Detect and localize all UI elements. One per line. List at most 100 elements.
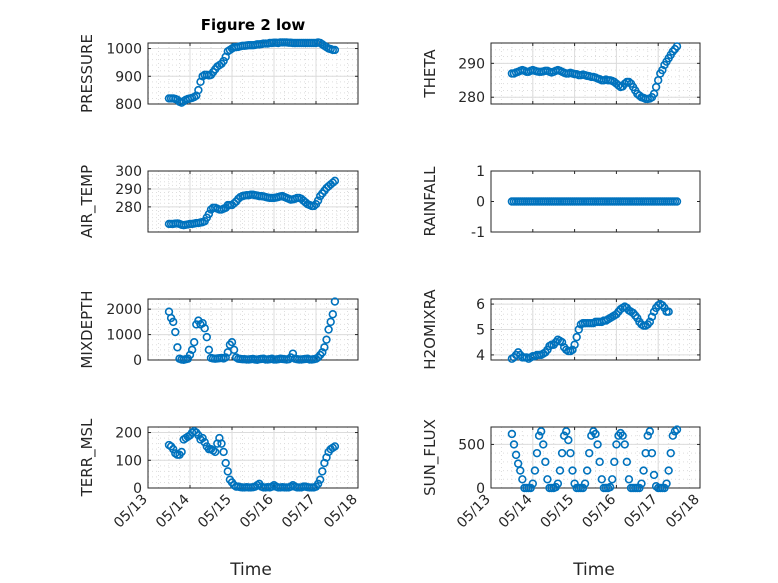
data-point — [539, 440, 548, 449]
y-axis-label: MIXDEPTH — [78, 290, 96, 368]
data-point — [200, 438, 209, 447]
data-point — [171, 327, 180, 337]
x-tick-label: 05/15 — [195, 492, 235, 532]
y-tick-label: 280 — [458, 90, 485, 106]
y-axis-label: PRESSURE — [78, 34, 96, 113]
data-point — [223, 467, 233, 476]
x-tick-label: 05/18 — [321, 492, 361, 532]
y-axis-label: SUN_FLUX — [421, 419, 440, 496]
x-tick-label: 05/13 — [454, 492, 494, 532]
y-axis-label: AIR_TEMP — [78, 165, 97, 238]
data-point — [591, 429, 600, 439]
subplot-mixdepth: 0 1000 2000 MIXDEPTH — [78, 290, 359, 369]
data-point — [668, 47, 678, 56]
data-point — [528, 479, 537, 488]
data-point — [593, 440, 602, 449]
data-point — [559, 431, 569, 440]
subplot-pressure: 800 900 1000 PRESSURE — [78, 34, 359, 113]
x-tick-label: 05/16 — [237, 491, 277, 531]
data-point — [219, 56, 228, 66]
data-point — [330, 297, 340, 306]
data-point — [177, 447, 186, 457]
data-point — [507, 429, 517, 439]
data-point — [202, 332, 212, 342]
subplot-air-temp: 280 290 300 AIR_TEMP — [78, 164, 359, 238]
y-tick-label: 1 — [476, 164, 485, 180]
data-point — [328, 178, 337, 187]
y-tick-label: 900 — [115, 69, 142, 85]
data-point — [169, 317, 178, 327]
data-point — [516, 466, 525, 475]
data-point — [578, 483, 588, 493]
x-axis-label-left: Time — [229, 560, 272, 580]
data-point — [672, 425, 682, 434]
data-point — [624, 77, 634, 87]
data-point — [666, 448, 675, 458]
data-point — [530, 466, 540, 475]
data-point — [187, 345, 197, 355]
data-point — [570, 479, 579, 488]
data-point — [664, 307, 673, 316]
data-point — [587, 431, 596, 440]
y-tick-label: 4 — [476, 348, 485, 364]
data-point — [645, 317, 655, 327]
data-point — [566, 448, 575, 458]
data-point — [622, 457, 632, 467]
data-point — [645, 427, 655, 436]
data-point — [608, 475, 617, 484]
data-point — [637, 479, 646, 488]
data-point — [568, 345, 577, 355]
data-point — [672, 197, 682, 206]
data-point — [288, 349, 298, 358]
data-point — [618, 431, 627, 440]
data-point — [198, 433, 207, 443]
data-point — [647, 448, 657, 458]
x-tick-label: 05/17 — [621, 492, 661, 532]
y-tick-label: 5 — [476, 323, 485, 339]
y-tick-label: 280 — [115, 200, 142, 216]
data-point — [511, 450, 521, 460]
subplot-sun-flux: 0 500 05/13 05/14 05/15 05/16 05/17 05/18 SUN_FL… — [421, 419, 703, 531]
data-point — [532, 448, 542, 458]
data-point — [204, 209, 214, 219]
data-point — [670, 427, 680, 436]
data-point — [229, 345, 239, 355]
data-point — [169, 444, 178, 454]
data-point — [557, 448, 567, 458]
data-point — [649, 470, 659, 480]
data-point — [562, 427, 571, 436]
y-tick-label: 6 — [476, 297, 485, 313]
y-tick-label: 290 — [115, 182, 142, 198]
data-point — [204, 345, 214, 355]
data-point — [620, 440, 629, 449]
plot-area — [148, 43, 358, 104]
data-point — [211, 447, 220, 457]
data-point — [221, 458, 230, 468]
y-tick-label: 0 — [476, 481, 485, 497]
subplot-theta: 280 290 THETA — [421, 42, 701, 106]
data-point — [643, 431, 652, 440]
y-tick-label: -1 — [471, 225, 485, 241]
data-point — [639, 466, 648, 475]
axes-box — [490, 42, 701, 105]
data-point — [624, 475, 634, 484]
data-point — [574, 325, 583, 334]
data-point — [313, 479, 323, 489]
data-point — [610, 457, 619, 467]
y-tick-label: 200 — [115, 426, 142, 442]
data-point — [194, 85, 203, 95]
y-tick-label: 500 — [458, 437, 485, 453]
x-tick-label: 05/14 — [153, 491, 193, 531]
x-tick-label: 05/15 — [538, 492, 578, 532]
data-point — [229, 199, 239, 208]
data-point — [612, 440, 621, 449]
data-point — [173, 343, 182, 352]
data-point — [553, 479, 563, 488]
data-point — [313, 196, 323, 205]
data-point — [316, 475, 325, 484]
y-axis-label: RAINFALL — [421, 166, 439, 237]
x-tick-label: 05/18 — [663, 492, 703, 532]
subplot-rainfall: -1 0 1 RAINFALL — [421, 164, 701, 241]
data-point — [541, 457, 550, 467]
